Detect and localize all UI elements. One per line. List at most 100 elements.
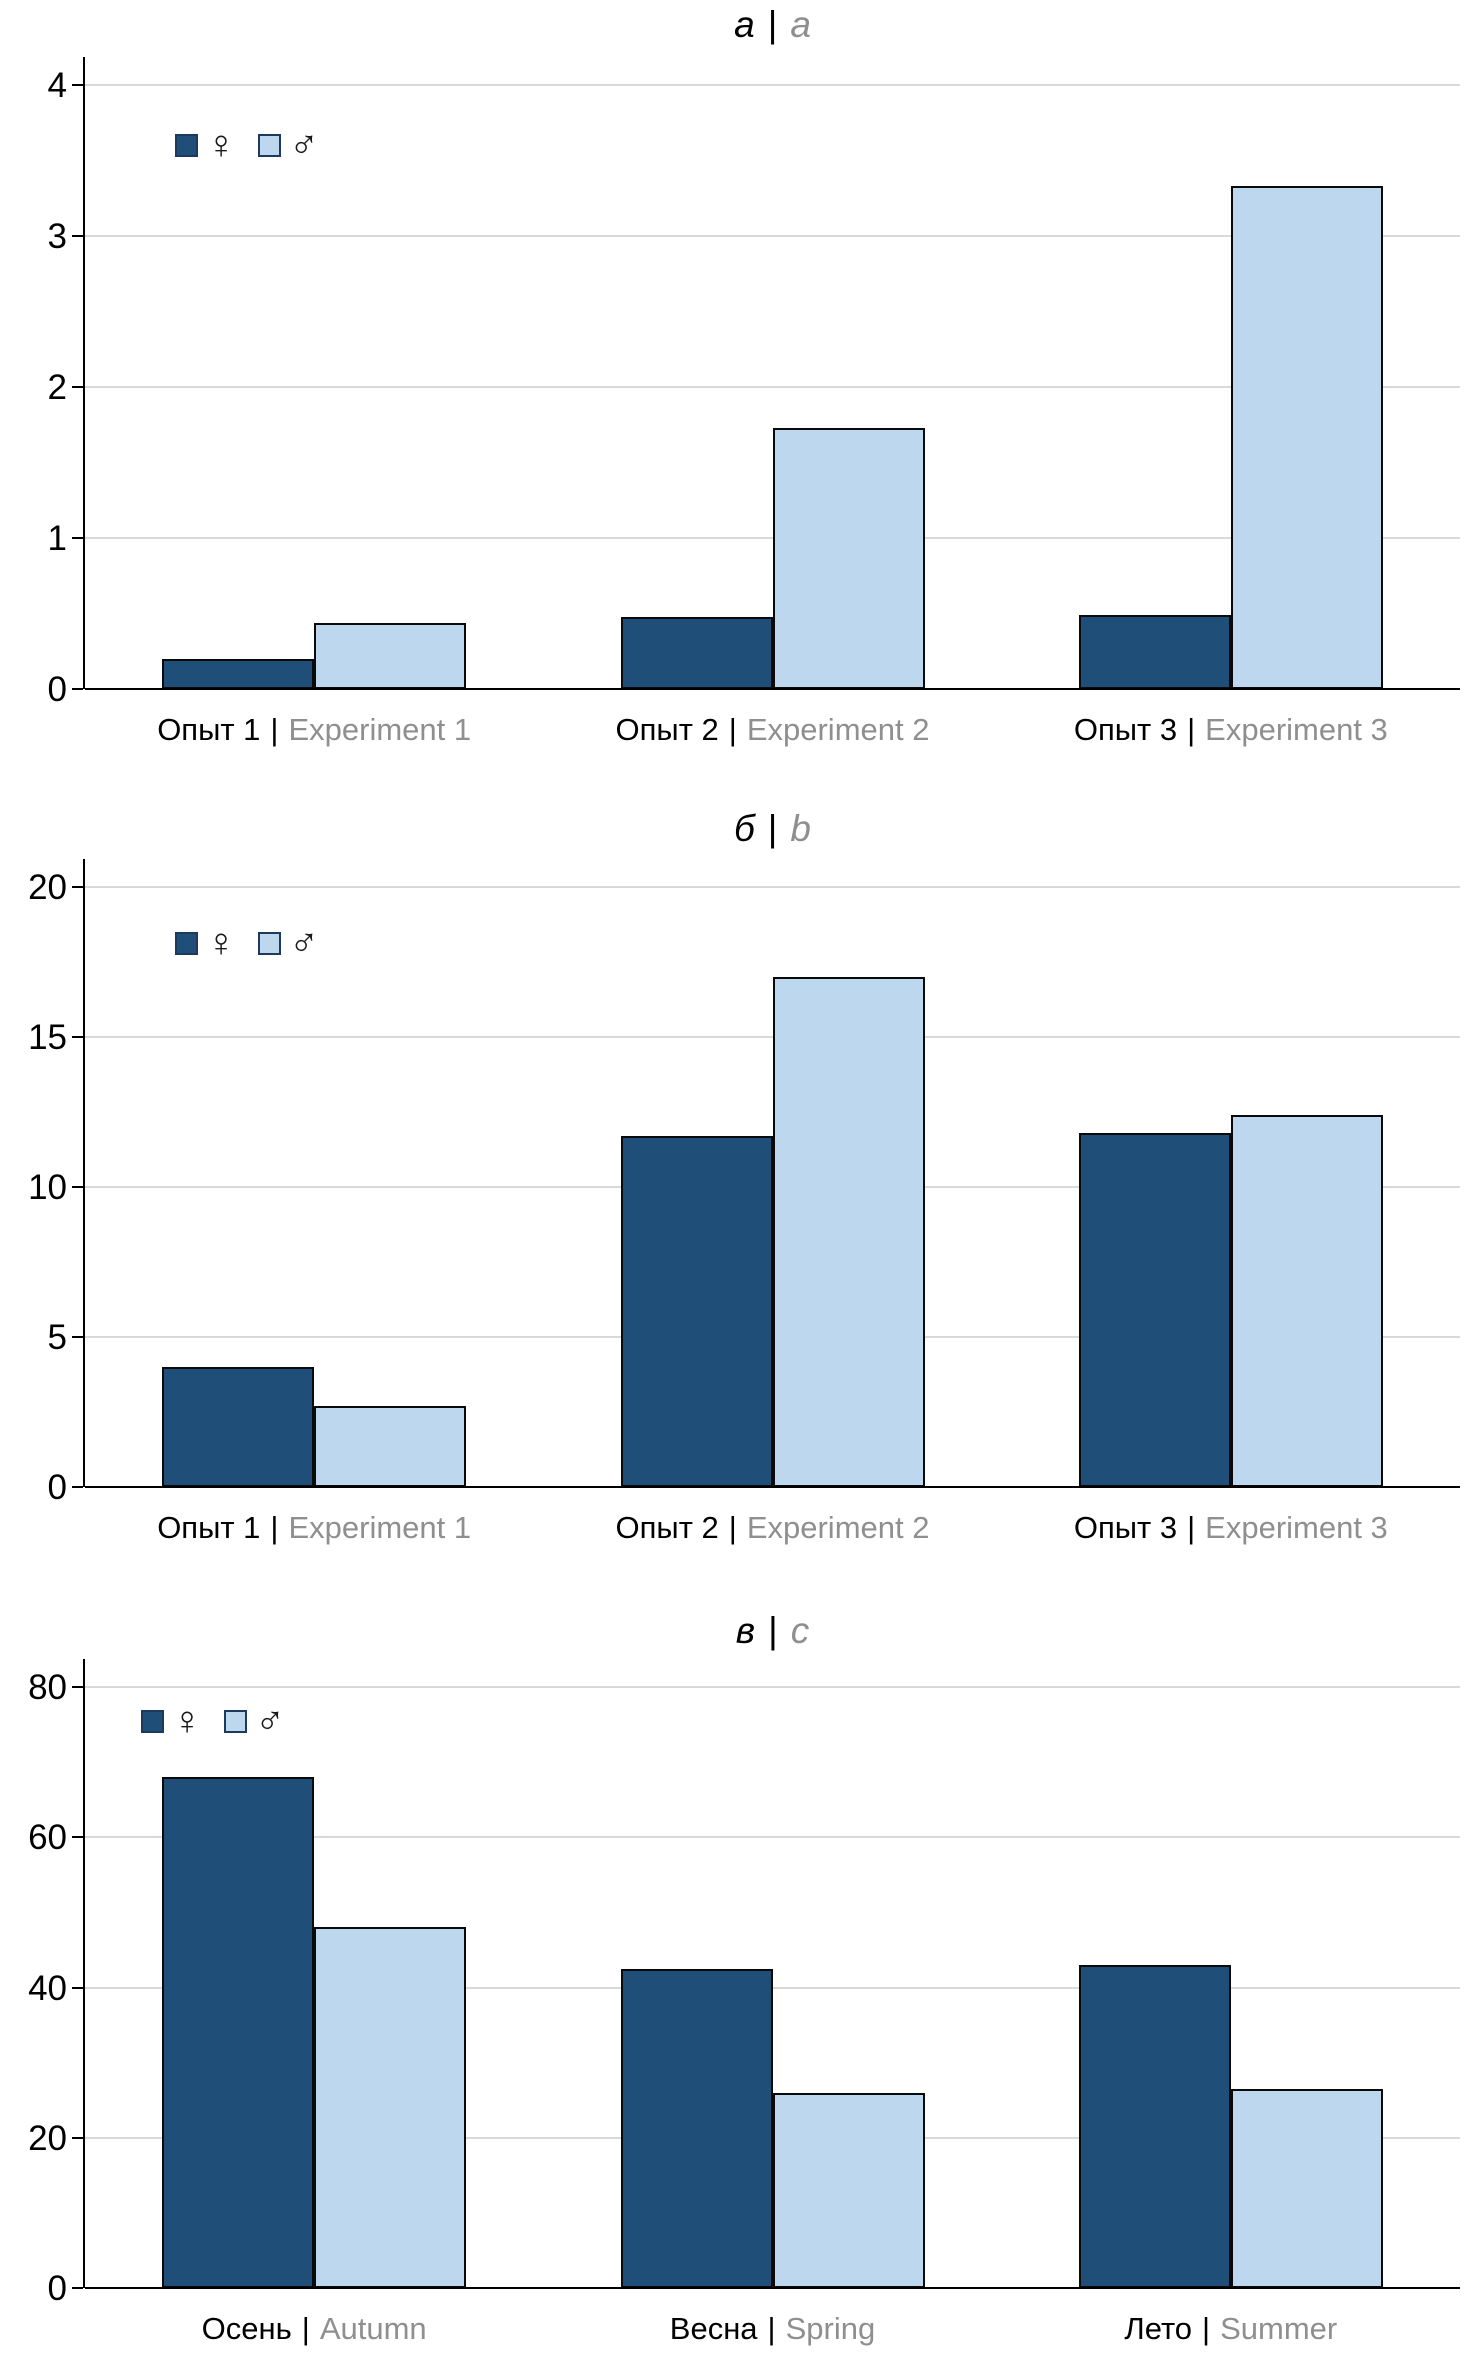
x-label-primary: Опыт 2 <box>615 712 719 747</box>
gridline <box>85 84 1460 86</box>
gridline <box>85 886 1460 888</box>
y-axis-tick <box>72 386 83 388</box>
female-icon: ♀ <box>206 123 236 167</box>
female-icon: ♀ <box>206 921 236 965</box>
y-tick-label: 3 <box>47 217 67 256</box>
chart-b-x-axis-labels: Опыт 1 | Experiment 1 Опыт 2 | Experiment 2 … <box>85 1509 1460 1555</box>
bar-male-2 <box>772 2093 925 2288</box>
x-label-primary: Весна <box>669 2311 758 2346</box>
x-label: Опыт 1 | Experiment 1 <box>157 1509 471 1546</box>
chart-b-legend: ♀ ♂ <box>175 919 319 967</box>
x-label-primary: Опыт 3 <box>1073 1510 1178 1545</box>
x-label-secondary: Experiment 3 <box>1205 1510 1388 1545</box>
chart-a-legend: ♀ ♂ <box>175 121 319 169</box>
x-label-primary: Лето <box>1124 2311 1193 2346</box>
chart-a-title-secondary: a <box>790 4 811 45</box>
y-tick-label: 4 <box>47 66 67 105</box>
bar-female-1 <box>162 1777 315 2288</box>
legend-male-swatch <box>258 133 281 157</box>
x-label-separator: | <box>1202 2311 1211 2346</box>
chart-a-plot-area: 0 1 2 3 4 <box>48 57 1460 707</box>
chart-c-title-secondary: c <box>790 1610 810 1651</box>
y-tick-label: 20 <box>28 868 67 907</box>
bar-female-2 <box>620 1136 773 1487</box>
female-icon: ♀ <box>172 1699 202 1743</box>
x-label-separator: | <box>767 2311 776 2346</box>
x-label-secondary: Experiment 2 <box>746 1510 930 1545</box>
x-axis-line <box>85 1486 1460 1488</box>
y-tick-label: 0 <box>47 2269 67 2308</box>
gridline <box>85 1686 1460 1688</box>
y-axis-tick <box>72 1486 83 1488</box>
gridline <box>85 235 1460 237</box>
y-axis-tick <box>72 1336 83 1338</box>
chart-b-title-secondary: b <box>790 808 811 849</box>
bar-female-2 <box>620 1969 773 2288</box>
male-icon: ♂ <box>289 123 319 167</box>
y-axis-tick <box>72 537 83 539</box>
legend-male-swatch <box>258 931 281 955</box>
gridline <box>85 1836 1460 1839</box>
legend-female-swatch <box>141 1709 164 1733</box>
y-axis-tick <box>72 2287 83 2289</box>
y-axis-tick <box>72 1836 83 1839</box>
y-tick-label: 2 <box>47 368 67 407</box>
bar-female-3 <box>1078 1965 1231 2288</box>
x-label-primary: Опыт 1 <box>157 1510 261 1545</box>
y-axis-tick <box>72 1986 83 1989</box>
chart-c: в | c 0 20 40 60 80 ♀ ♂ Осень | Autumn Весна | Spr… <box>0 1587 1472 2361</box>
y-tick-label: 0 <box>47 670 67 709</box>
x-label-primary: Опыт 1 <box>157 712 261 747</box>
y-axis-line <box>83 57 85 689</box>
chart-a-x-axis-labels: Опыт 1 | Experiment 1 Опыт 2 | Experiment 2 … <box>85 711 1460 757</box>
bar-male-3 <box>1230 1115 1383 1487</box>
bar-female-1 <box>162 659 315 689</box>
y-axis-tick <box>72 235 83 237</box>
x-label: Опыт 3 | Experiment 3 <box>1074 711 1388 748</box>
x-label: Лето | Summer <box>1124 2310 1337 2347</box>
x-label-secondary: Autumn <box>319 2311 427 2346</box>
y-tick-label: 40 <box>28 1968 67 2008</box>
x-label: Осень | Autumn <box>202 2310 427 2347</box>
x-label-primary: Опыт 3 <box>1073 712 1178 747</box>
gridline <box>85 386 1460 388</box>
y-axis-tick <box>72 1036 83 1038</box>
y-tick-label: 15 <box>28 1018 67 1057</box>
male-icon: ♂ <box>255 1699 285 1743</box>
chart-a-title-primary: а <box>734 4 755 45</box>
y-tick-label: 1 <box>47 519 67 558</box>
x-label-separator: | <box>270 1510 279 1545</box>
legend-female-swatch <box>175 133 198 157</box>
y-axis-line <box>83 859 85 1487</box>
gridline <box>85 1986 1460 1989</box>
y-tick-label: 5 <box>47 1318 67 1357</box>
y-axis-tick <box>72 1686 83 1688</box>
x-label-secondary: Experiment 1 <box>288 712 472 747</box>
y-tick-label: 20 <box>28 2118 67 2158</box>
legend-male-swatch <box>224 1709 247 1733</box>
x-label-separator: | <box>728 1510 737 1545</box>
bar-male-1 <box>314 623 467 689</box>
x-label: Опыт 3 | Experiment 3 <box>1074 1509 1388 1546</box>
x-label-primary: Опыт 2 <box>615 1510 719 1545</box>
x-label: Весна | Spring <box>670 2310 875 2347</box>
chart-b: б | b 0 5 10 15 20 ♀ ♂ Опыт 1 | Experiment 1 Опы… <box>0 787 1472 1587</box>
bar-female-3 <box>1078 615 1231 689</box>
legend-female-swatch <box>175 931 198 955</box>
y-tick-label: 80 <box>28 1668 67 1707</box>
bar-male-3 <box>1230 2089 1383 2288</box>
title-separator: | <box>768 1610 778 1651</box>
title-separator: | <box>767 4 778 45</box>
x-label-separator: | <box>301 2311 310 2346</box>
x-label: Опыт 2 | Experiment 2 <box>616 711 930 748</box>
chart-b-title: б | b <box>85 808 1460 851</box>
y-tick-label: 0 <box>47 1468 67 1507</box>
x-axis-line <box>85 2287 1460 2289</box>
x-label: Опыт 2 | Experiment 2 <box>616 1509 930 1546</box>
y-axis-tick <box>72 2136 83 2139</box>
bar-male-1 <box>314 1406 467 1487</box>
chart-c-x-axis-labels: Осень | Autumn Весна | Spring Лето | Summer <box>85 2310 1460 2356</box>
chart-b-title-primary: б <box>733 808 755 849</box>
x-label-primary: Осень <box>201 2311 292 2346</box>
